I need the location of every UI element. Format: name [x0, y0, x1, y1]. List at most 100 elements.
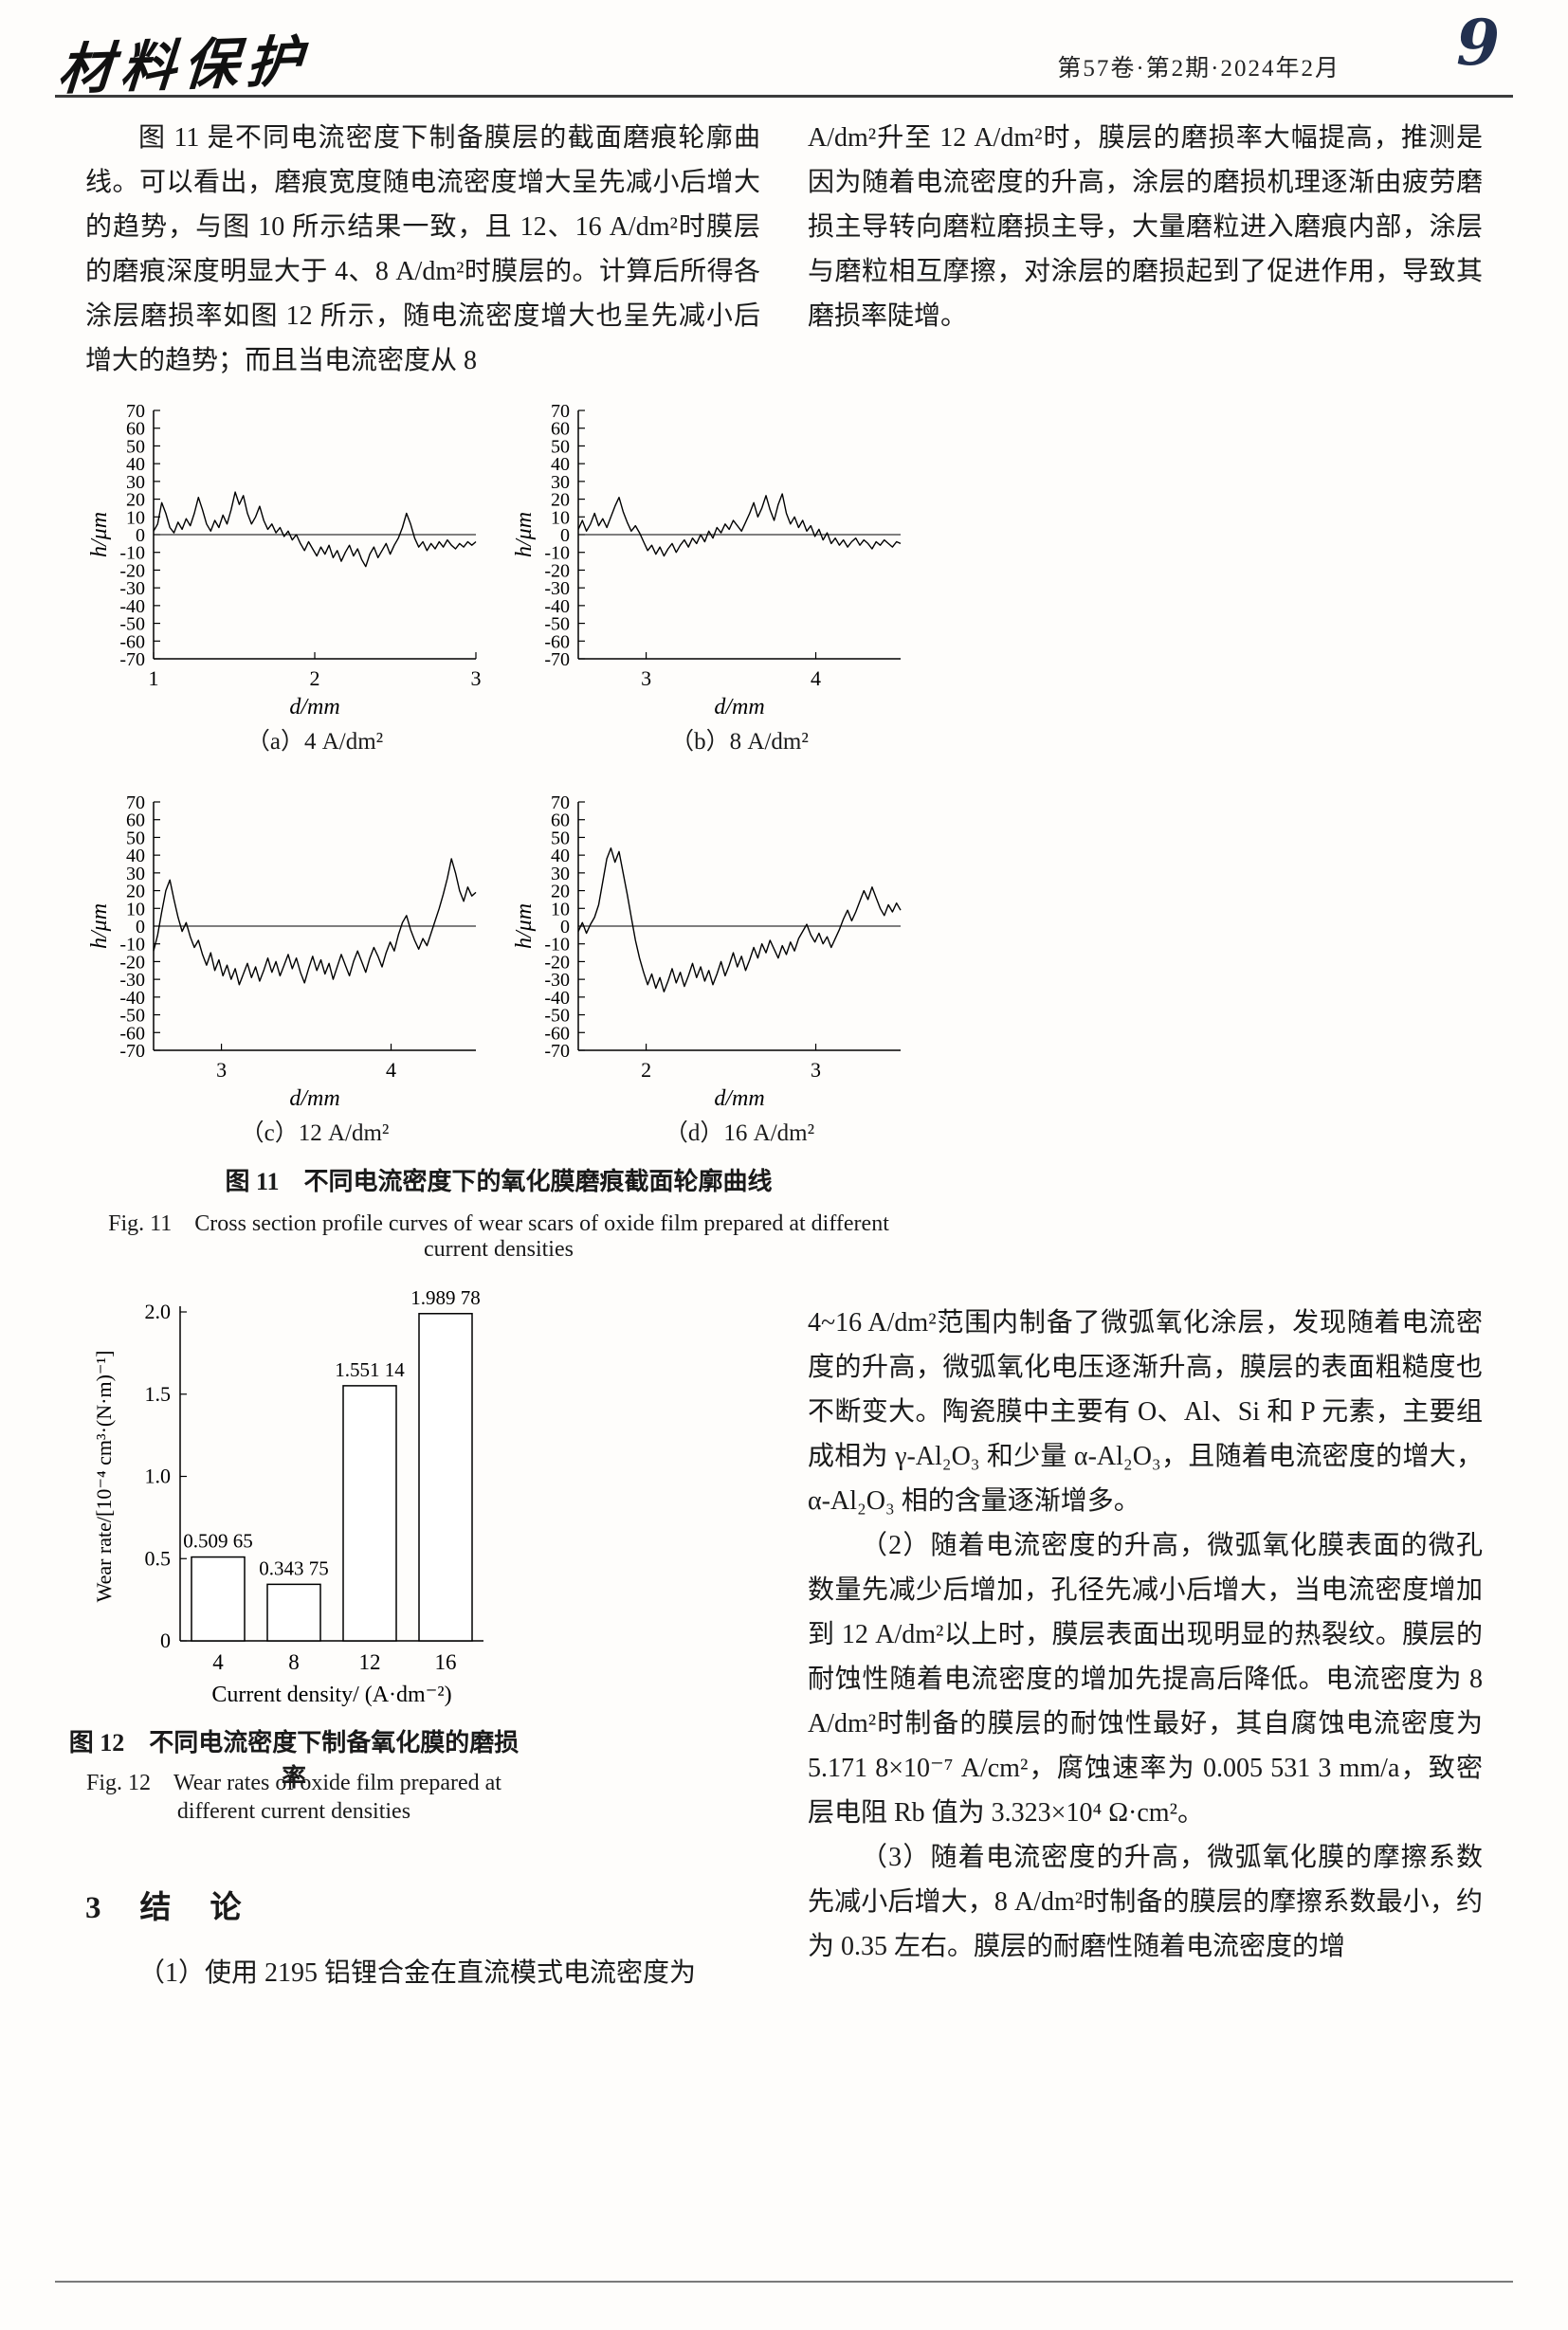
x-tick-label: 4 [386, 1058, 396, 1082]
bar [266, 1583, 321, 1642]
y-tick-label: 30 [551, 864, 570, 884]
y-tick-label: -20 [544, 560, 570, 581]
y-tick-label: -40 [119, 988, 145, 1009]
conclusion-paragraph-2: （2）随着电流密度的升高，微弧氧化膜表面的微孔数量先减少后增加，孔径先减小后增大… [808, 1531, 1483, 1828]
x-axis-label: d/mm [714, 1086, 764, 1107]
y-tick-label: 10 [126, 507, 145, 528]
x-tick-label: 2 [641, 1058, 651, 1082]
y-tick-label: 0 [136, 917, 145, 937]
y-tick-label: 50 [126, 828, 145, 848]
y-tick-label: 60 [551, 419, 570, 440]
bar-plot-svg: 0 0.5 1.0 1.5 2.0 0.509 65 4 0.343 75 8 1.551 14 1… [92, 1286, 483, 1707]
y-tick-label: 10 [126, 899, 145, 919]
chart-subcaption: （c）12 A/dm² [240, 1120, 390, 1146]
y-tick-label: 60 [551, 810, 570, 831]
y-axis-label: h/μm [87, 512, 112, 557]
y-tick-label: -70 [544, 649, 570, 670]
y-tick-label: -70 [544, 1041, 570, 1062]
profile-curve [577, 493, 902, 557]
x-axis-label: d/mm [289, 1086, 339, 1107]
y-tick-label: 20 [551, 490, 570, 511]
y-tick-label: 0.5 [145, 1546, 172, 1570]
y-tick-label: 70 [551, 403, 570, 422]
chart-subcaption: （a）4 A/dm² [246, 729, 384, 755]
x-tick-label: 3 [641, 666, 651, 690]
bar-value-label: 0.343 75 [259, 1556, 329, 1579]
y-tick-label: 60 [126, 810, 145, 831]
y-tick-label: -50 [119, 614, 145, 635]
profile-curve [577, 847, 902, 992]
y-tick-label: 30 [551, 472, 570, 493]
profile-curve [153, 858, 477, 986]
bar-category-label: 8 [288, 1650, 300, 1674]
y-axis-label: Wear rate/[10⁻⁴ cm³·(N·m)⁻¹] [92, 1351, 116, 1603]
y-tick-label: -60 [119, 1023, 145, 1044]
y-tick-label: -10 [544, 543, 570, 564]
x-tick-label: 4 [811, 666, 821, 690]
conclusion-paragraph-3: （3）随着电流密度的升高，微弧氧化膜的摩擦系数先减小后增大，8 A/dm²时制备… [808, 1843, 1483, 1961]
y-tick-label: -60 [119, 631, 145, 652]
y-tick-label: -20 [544, 952, 570, 973]
y-tick-label: 50 [551, 436, 570, 457]
figure12-caption-en-line1: Fig. 12 Wear rates of oxide film prepare… [86, 1771, 501, 1795]
chart-profile-8adm2: 70 60 50 40 30 20 10 0 -10 -20 -30 -40 -50 -60 -70 3 4 d/… [512, 401, 910, 756]
y-axis-label: h/μm [87, 903, 112, 949]
x-tick-label: 2 [310, 666, 320, 690]
y-tick-label: 40 [551, 454, 570, 475]
y-tick-label: 20 [126, 882, 145, 902]
y-tick-label: -20 [119, 952, 145, 973]
y-tick-label: 70 [126, 794, 145, 813]
bar-category-label: 16 [435, 1650, 457, 1674]
y-tick-label: 0 [160, 1629, 171, 1652]
x-axis-label: d/mm [289, 695, 339, 716]
x-tick-label: 3 [216, 1058, 227, 1082]
bar-value-label: 1.989 78 [410, 1286, 481, 1309]
profile-curve [153, 491, 477, 568]
y-tick-label: 50 [551, 828, 570, 848]
y-tick-label: 20 [551, 882, 570, 902]
journal-logo: 材料保护 [55, 30, 312, 101]
y-tick-label: -30 [119, 578, 145, 599]
y-tick-label: -10 [544, 935, 570, 956]
conclusion-heading: 3 结 论 [85, 1891, 246, 1925]
y-tick-label: -40 [119, 596, 145, 617]
conclusion-paragraph-1-left: （1）使用 2195 铝锂合金在直流模式电流密度为 [138, 1958, 697, 1988]
bar-category-label: 4 [212, 1650, 224, 1674]
y-tick-label: 0 [136, 525, 145, 546]
bar [191, 1556, 246, 1642]
x-tick-label: 3 [471, 666, 482, 690]
y-tick-label: -20 [119, 560, 145, 581]
y-tick-label: 0 [560, 525, 570, 546]
y-tick-label: 2.0 [145, 1300, 172, 1323]
header-rule [55, 95, 1513, 98]
y-tick-label: -30 [119, 970, 145, 991]
y-tick-label: -50 [544, 1006, 570, 1027]
y-tick-label: -50 [119, 1006, 145, 1027]
x-tick-label: 3 [811, 1058, 821, 1082]
y-axis-label: h/μm [512, 903, 537, 949]
page-number: 9 [1456, 6, 1500, 80]
y-tick-label: 70 [551, 794, 570, 813]
y-tick-label: 1.5 [145, 1382, 172, 1406]
y-tick-label: 30 [126, 864, 145, 884]
chart-subcaption: （b）8 A/dm² [670, 729, 809, 755]
y-tick-label: 30 [126, 472, 145, 493]
y-tick-label: 60 [126, 419, 145, 440]
chart-profile-12adm2: 70 60 50 40 30 20 10 0 -10 -20 -30 -40 -50 -60 -70 3 4 d/… [87, 792, 485, 1148]
y-tick-label: 10 [551, 507, 570, 528]
y-tick-label: -40 [544, 988, 570, 1009]
issue-info: 第57卷·第2期·2024年2月 [1057, 56, 1340, 82]
bar-value-label: 1.551 14 [335, 1358, 405, 1381]
figure12-caption-en-line2: different current densities [176, 1799, 411, 1824]
chart-profile-16adm2: 70 60 50 40 30 20 10 0 -10 -20 -30 -40 -50 -60 -70 2 3 d/… [512, 792, 910, 1148]
bar-category-label: 12 [359, 1650, 381, 1674]
right-column-bottom: 4~16 A/dm²范围内制备了微弧氧化涂层，发现随着电流密度的升高，微弧氧化电… [808, 1301, 1483, 1969]
y-tick-label: 40 [126, 846, 145, 866]
chart-wear-rate-bars: 0 0.5 1.0 1.5 2.0 0.509 65 4 0.343 75 8 1.551 14 1… [90, 1285, 507, 1712]
figure12-caption-cn: 图 12 不同电流密度下制备氧化膜的磨损率 [68, 1729, 520, 1792]
bar [418, 1313, 473, 1642]
